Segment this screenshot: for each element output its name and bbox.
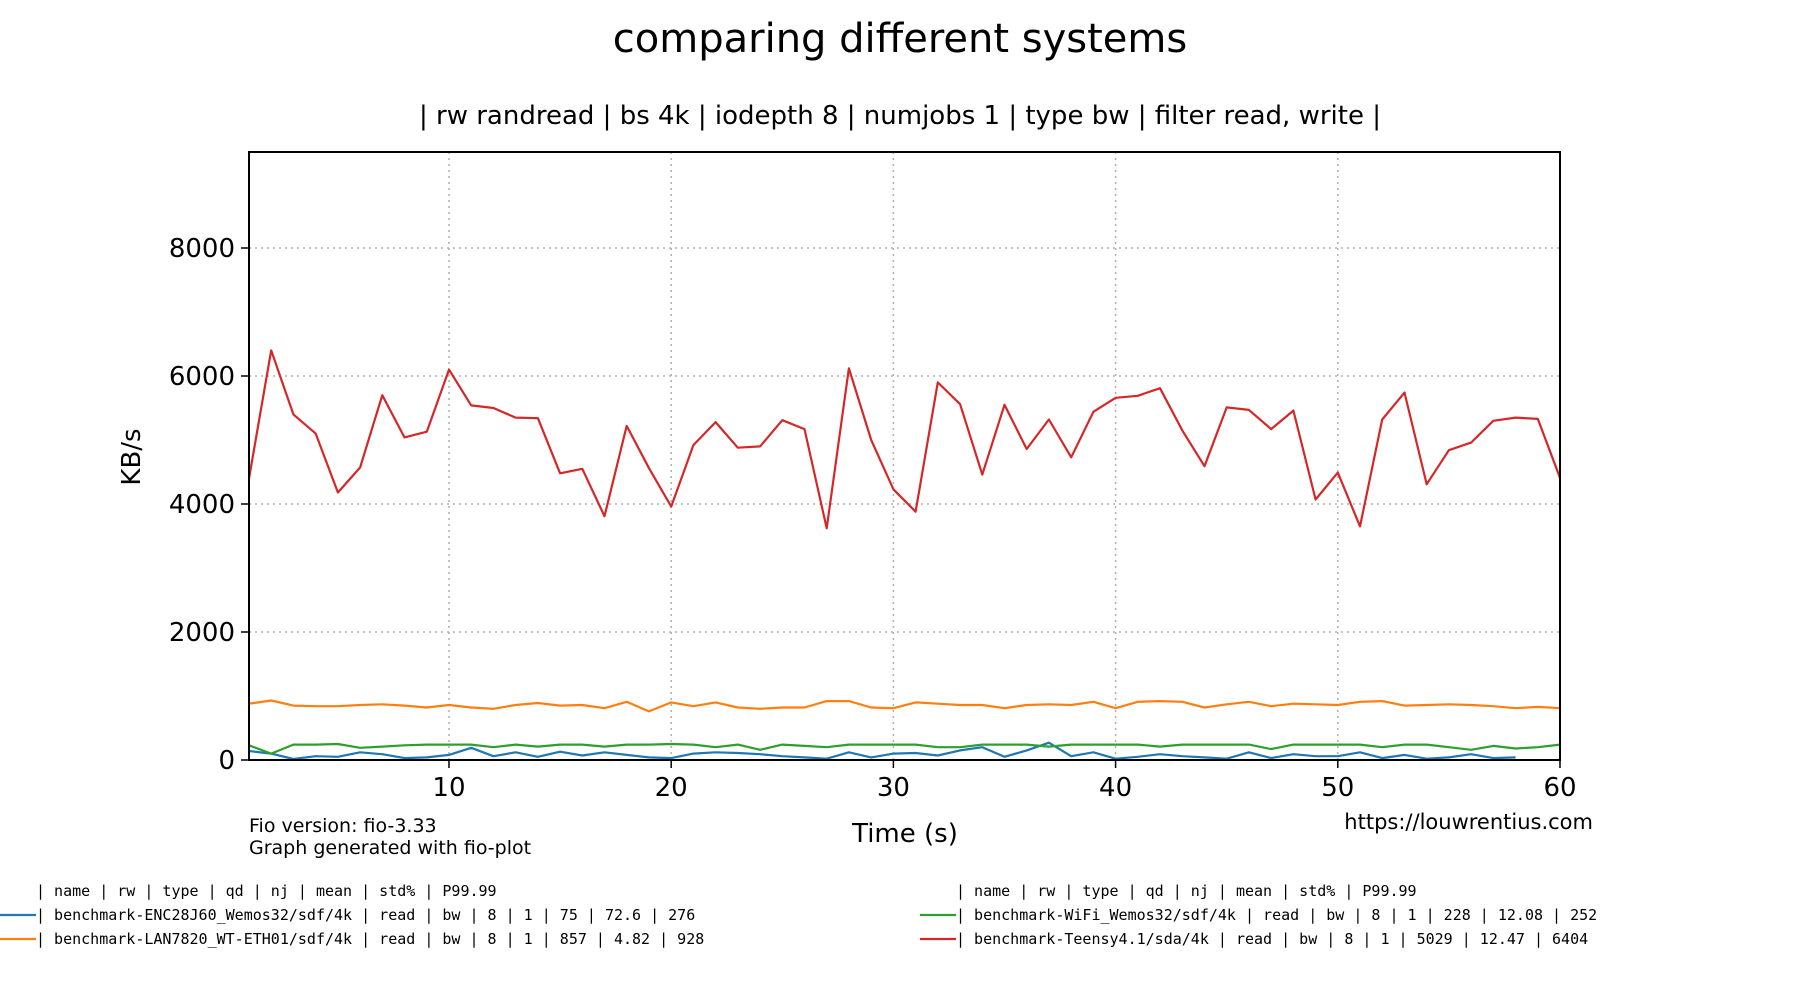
legend-row-1: | benchmark-LAN7820_WT-ETH01/sdf/4k | re… [36, 930, 704, 948]
plot-frame [248, 151, 1561, 761]
x-tick-label: 50 [1321, 773, 1354, 803]
x-tick-label: 10 [432, 773, 465, 803]
chart-subtitle: | rw randread | bs 4k | iodepth 8 | numj… [419, 101, 1381, 131]
y-axis-label: KB/s [117, 428, 147, 485]
legend-table: | name | rw | type | qd | nj | mean | st… [0, 882, 1597, 948]
x-tick-label: 60 [1543, 773, 1576, 803]
footer-generated-with: Graph generated with fio-plot [249, 837, 531, 859]
series-line-3 [247, 349, 1562, 530]
legend-row-3: | benchmark-Teensy4.1/sda/4k | read | bw… [956, 930, 1588, 948]
footer-fio-version: Fio version: fio-3.33 [249, 815, 437, 837]
chart-title: comparing different systems [613, 16, 1187, 62]
y-tick-label: 0 [218, 746, 235, 776]
tick-layer: 10 20 30 40 50 60 0 2000 4000 6000 8000 [169, 234, 1577, 803]
series-line-1 [248, 699, 1561, 713]
x-tick-label: 40 [1099, 773, 1132, 803]
series-line-0 [248, 741, 1516, 761]
legend-header-left: | name | rw | type | qd | nj | mean | st… [36, 882, 497, 900]
footer-url: https://louwrentius.com [1344, 810, 1593, 834]
legend-header-right: | name | rw | type | qd | nj | mean | st… [956, 882, 1417, 900]
y-tick-label: 2000 [169, 618, 235, 648]
grid-layer [249, 152, 1561, 760]
series-layer [247, 349, 1562, 761]
y-tick-label: 4000 [169, 490, 235, 520]
x-axis-label: Time (s) [851, 819, 958, 849]
y-tick-label: 6000 [169, 362, 235, 392]
x-tick-label: 20 [655, 773, 688, 803]
y-tick-label: 8000 [169, 234, 235, 264]
x-tick-label: 30 [877, 773, 910, 803]
legend-row-0: | benchmark-ENC28J60_Wemos32/sdf/4k | re… [36, 906, 695, 924]
series-line-2 [248, 742, 1561, 755]
legend-row-2: | benchmark-WiFi_Wemos32/sdf/4k | read |… [956, 906, 1597, 924]
